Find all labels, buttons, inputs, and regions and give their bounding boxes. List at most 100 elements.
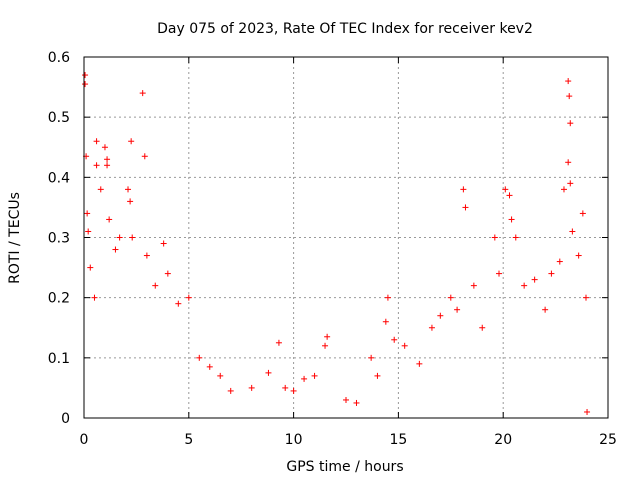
data-point bbox=[106, 216, 113, 223]
y-axis-label: ROTI / TECUs bbox=[7, 192, 23, 284]
data-point bbox=[128, 138, 135, 145]
x-tick-label: 0 bbox=[80, 432, 89, 448]
data-point bbox=[462, 204, 469, 211]
data-point bbox=[275, 339, 282, 346]
data-point bbox=[548, 270, 555, 277]
data-point bbox=[265, 369, 272, 376]
y-tick-label: 0.2 bbox=[48, 291, 70, 307]
data-point bbox=[556, 258, 563, 265]
data-point bbox=[447, 294, 454, 301]
data-point bbox=[416, 360, 423, 367]
data-point bbox=[384, 294, 391, 301]
data-point bbox=[139, 90, 146, 97]
y-tick-label: 0.3 bbox=[48, 231, 70, 247]
x-tick-label: 20 bbox=[494, 432, 512, 448]
data-point bbox=[101, 144, 108, 151]
x-tick-label: 25 bbox=[599, 432, 617, 448]
data-point bbox=[560, 186, 567, 193]
data-point bbox=[491, 234, 498, 241]
axis-ticks bbox=[83, 56, 609, 419]
y-tick-label: 0.1 bbox=[48, 351, 70, 367]
data-point bbox=[248, 384, 255, 391]
data-point bbox=[542, 306, 549, 313]
data-point bbox=[85, 228, 92, 235]
data-point bbox=[91, 294, 98, 301]
data-point bbox=[508, 216, 515, 223]
data-point bbox=[164, 270, 171, 277]
data-point bbox=[506, 192, 513, 199]
data-point bbox=[428, 324, 435, 331]
x-tick-label: 15 bbox=[389, 432, 407, 448]
data-point bbox=[185, 294, 192, 301]
data-point bbox=[502, 186, 509, 193]
data-point bbox=[141, 153, 148, 160]
x-tick-labels: 0 5 10 15 20 25 bbox=[80, 432, 617, 448]
data-point bbox=[584, 408, 591, 415]
x-axis-label: GPS time / hours bbox=[286, 459, 403, 475]
data-point bbox=[160, 240, 167, 247]
data-point bbox=[217, 372, 224, 379]
data-point bbox=[565, 78, 572, 85]
data-point bbox=[104, 156, 111, 163]
data-point bbox=[301, 375, 308, 382]
data-point bbox=[343, 396, 349, 403]
data-point bbox=[104, 162, 111, 169]
grid-lines bbox=[84, 57, 608, 418]
data-point bbox=[87, 264, 94, 271]
y-tick-label: 0.5 bbox=[48, 110, 70, 126]
data-point bbox=[290, 387, 297, 394]
data-point bbox=[496, 270, 503, 277]
data-point bbox=[565, 159, 572, 166]
data-point bbox=[460, 186, 467, 193]
y-tick-label: 0.4 bbox=[48, 170, 70, 186]
data-point bbox=[566, 93, 573, 100]
data-point bbox=[479, 324, 486, 331]
data-point bbox=[382, 318, 389, 325]
data-point bbox=[437, 312, 444, 319]
x-tick-label: 5 bbox=[184, 432, 193, 448]
data-point bbox=[575, 252, 582, 259]
data-point bbox=[282, 384, 289, 391]
data-point bbox=[97, 186, 104, 193]
data-point bbox=[227, 387, 234, 394]
data-point bbox=[311, 372, 318, 379]
data-point bbox=[206, 363, 213, 370]
data-point bbox=[82, 81, 89, 88]
data-point bbox=[579, 210, 586, 217]
data-point bbox=[143, 252, 150, 259]
data-point bbox=[521, 282, 528, 289]
data-points bbox=[82, 72, 591, 415]
data-point bbox=[391, 336, 398, 343]
data-point bbox=[93, 138, 100, 145]
data-point bbox=[196, 354, 203, 361]
data-point bbox=[368, 354, 375, 361]
data-point bbox=[112, 246, 119, 253]
data-point bbox=[569, 228, 576, 235]
data-point bbox=[512, 234, 519, 241]
data-point bbox=[322, 342, 329, 349]
data-point bbox=[125, 186, 132, 193]
data-point bbox=[84, 210, 91, 217]
data-point bbox=[401, 342, 408, 349]
data-point bbox=[531, 276, 538, 283]
data-point bbox=[454, 306, 461, 313]
data-point bbox=[374, 372, 381, 379]
data-point bbox=[582, 294, 589, 301]
data-point bbox=[93, 162, 100, 169]
data-point bbox=[353, 399, 360, 406]
data-point bbox=[82, 72, 89, 79]
data-point bbox=[129, 234, 136, 241]
y-tick-labels: 0 0.1 0.2 0.3 0.4 0.5 0.6 bbox=[48, 50, 70, 427]
x-tick-label: 10 bbox=[285, 432, 303, 448]
data-point bbox=[324, 333, 331, 340]
data-point bbox=[470, 282, 477, 289]
data-point bbox=[567, 120, 574, 127]
data-point bbox=[567, 180, 574, 187]
chart-title: Day 075 of 2023, Rate Of TEC Index for r… bbox=[157, 21, 533, 37]
data-point bbox=[127, 198, 134, 205]
y-tick-label: 0.6 bbox=[48, 50, 70, 66]
data-point bbox=[116, 234, 123, 241]
data-point bbox=[152, 282, 159, 289]
y-tick-label: 0 bbox=[61, 411, 70, 427]
